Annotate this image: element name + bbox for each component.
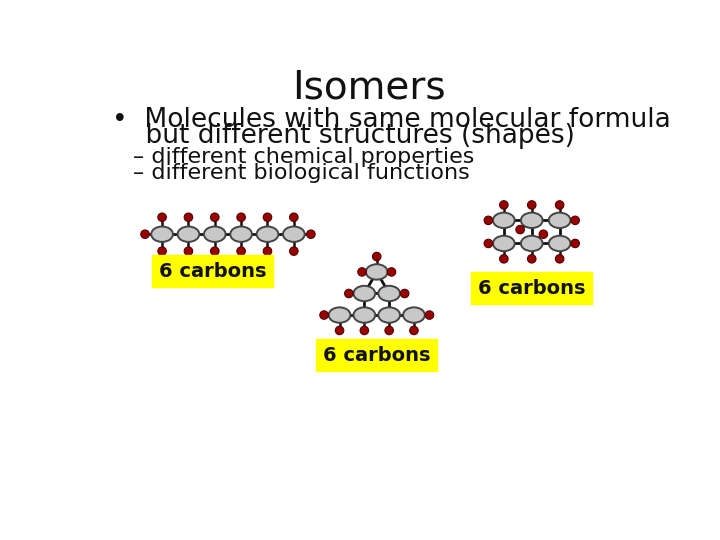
Ellipse shape	[484, 239, 492, 248]
Ellipse shape	[516, 225, 524, 234]
Ellipse shape	[237, 247, 246, 255]
Ellipse shape	[528, 201, 536, 209]
Text: 6 carbons: 6 carbons	[323, 346, 431, 365]
Ellipse shape	[289, 247, 298, 255]
Ellipse shape	[372, 252, 381, 261]
Text: •  Molecules with same molecular formula: • Molecules with same molecular formula	[112, 107, 670, 133]
Ellipse shape	[555, 201, 564, 209]
Ellipse shape	[484, 216, 492, 225]
Ellipse shape	[549, 213, 570, 228]
Text: – different chemical properties: – different chemical properties	[132, 147, 474, 167]
Ellipse shape	[230, 226, 252, 242]
Ellipse shape	[521, 236, 543, 251]
Ellipse shape	[283, 226, 305, 242]
Ellipse shape	[151, 226, 173, 242]
Ellipse shape	[307, 230, 315, 239]
Ellipse shape	[354, 286, 375, 301]
Ellipse shape	[345, 289, 353, 298]
Ellipse shape	[354, 307, 375, 323]
Text: 6 carbons: 6 carbons	[478, 279, 585, 298]
Ellipse shape	[358, 268, 366, 276]
Ellipse shape	[141, 230, 149, 239]
Ellipse shape	[237, 213, 246, 221]
Ellipse shape	[493, 236, 515, 251]
Ellipse shape	[403, 307, 425, 323]
Ellipse shape	[500, 201, 508, 209]
Ellipse shape	[385, 326, 393, 335]
Ellipse shape	[210, 247, 219, 255]
Ellipse shape	[528, 254, 536, 263]
Ellipse shape	[178, 226, 199, 242]
Text: but different structures (shapes): but different structures (shapes)	[112, 124, 575, 150]
Ellipse shape	[571, 239, 580, 248]
Ellipse shape	[360, 326, 369, 335]
Ellipse shape	[210, 213, 219, 221]
Ellipse shape	[378, 286, 400, 301]
Ellipse shape	[426, 311, 433, 319]
Ellipse shape	[387, 268, 396, 276]
Ellipse shape	[320, 311, 328, 319]
Ellipse shape	[289, 213, 298, 221]
Ellipse shape	[336, 326, 344, 335]
Ellipse shape	[378, 307, 400, 323]
Ellipse shape	[555, 254, 564, 263]
Ellipse shape	[264, 247, 271, 255]
Ellipse shape	[158, 213, 166, 221]
Ellipse shape	[571, 216, 580, 225]
Ellipse shape	[184, 247, 193, 255]
Ellipse shape	[549, 236, 570, 251]
Ellipse shape	[158, 247, 166, 255]
Ellipse shape	[400, 289, 409, 298]
Ellipse shape	[539, 230, 548, 239]
Ellipse shape	[500, 254, 508, 263]
Ellipse shape	[184, 213, 193, 221]
Text: – different biological functions: – different biological functions	[132, 163, 469, 183]
Ellipse shape	[204, 226, 225, 242]
Ellipse shape	[264, 213, 271, 221]
Ellipse shape	[256, 226, 279, 242]
Ellipse shape	[366, 264, 387, 280]
Ellipse shape	[410, 326, 418, 335]
Text: 6 carbons: 6 carbons	[158, 262, 266, 281]
Ellipse shape	[329, 307, 351, 323]
Ellipse shape	[521, 213, 543, 228]
Ellipse shape	[493, 213, 515, 228]
Text: Isomers: Isomers	[292, 69, 446, 107]
